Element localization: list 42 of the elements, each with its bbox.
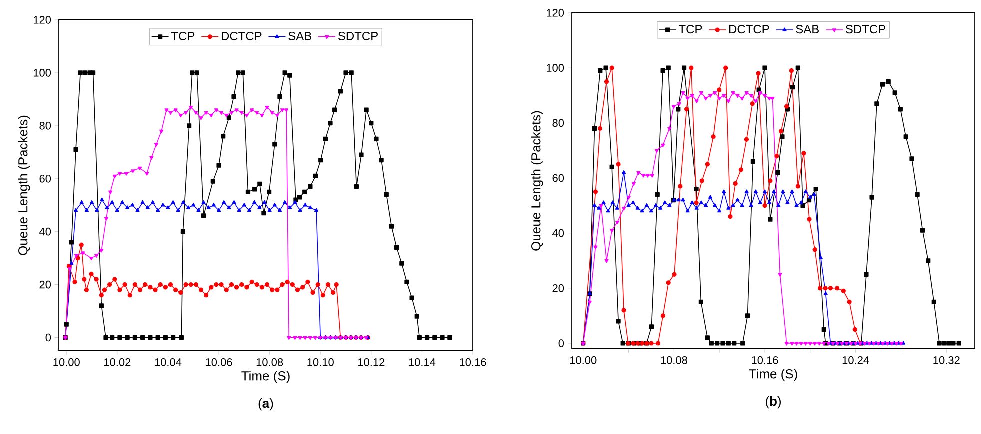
- y-tick-label: 40: [39, 228, 52, 236]
- x-tick-label: 10.14: [409, 358, 436, 366]
- y-tick-label: 100: [34, 69, 52, 77]
- x-tick-label: 10.32: [934, 356, 960, 364]
- y-tick-label: 0: [558, 340, 564, 348]
- x-tick-label: 10.02: [104, 358, 131, 366]
- y-tick-label: 120: [34, 16, 52, 24]
- text: (a): [258, 398, 274, 411]
- x-tick-label: 10.06: [206, 358, 232, 366]
- x-axis-title: Time (S): [749, 369, 798, 382]
- legend-label: DCTCP: [222, 32, 262, 40]
- legend-label: SAB: [796, 25, 820, 34]
- x-tick-label: 10.00: [54, 358, 80, 366]
- x-tick-label: 10.16: [752, 356, 778, 364]
- y-tick-label: 120: [546, 9, 564, 17]
- y-tick-label: 0: [46, 334, 52, 342]
- x-tick-label: 10.12: [358, 358, 385, 366]
- x-tick-label: 10.08: [256, 358, 284, 366]
- y-tick-label: 60: [552, 174, 564, 182]
- x-tick-label: 10.00: [570, 356, 597, 364]
- x-tick-label: 10.16: [460, 358, 486, 366]
- legend-label: SDTCP: [846, 25, 886, 34]
- y-axis-title: Queue Length (Packets): [18, 116, 30, 256]
- y-tick-label: 40: [552, 229, 564, 238]
- legend-label: SAB: [288, 32, 312, 40]
- x-tick-label: 10.24: [842, 356, 870, 364]
- y-tick-label: 80: [40, 122, 52, 130]
- legend-label: DCTCP: [729, 25, 770, 34]
- y-tick-label: 60: [40, 174, 52, 183]
- y-tick-label: 100: [546, 64, 564, 72]
- x-tick-label: 10.08: [661, 356, 688, 364]
- y-tick-label: 20: [40, 280, 52, 289]
- x-tick-label: 10.04: [155, 358, 182, 366]
- text: (b): [766, 396, 781, 409]
- x-tick-label: 10.10: [308, 358, 334, 366]
- y-tick-label: 80: [552, 119, 564, 128]
- x-axis-title: Time (S): [242, 371, 290, 384]
- y-tick-label: 20: [552, 284, 564, 292]
- y-axis-title: Queue Length (Packets): [531, 111, 544, 251]
- legend-label: SDTCP: [338, 32, 378, 40]
- legend-label: TCP: [171, 32, 195, 40]
- legend-label: TCP: [678, 25, 702, 34]
